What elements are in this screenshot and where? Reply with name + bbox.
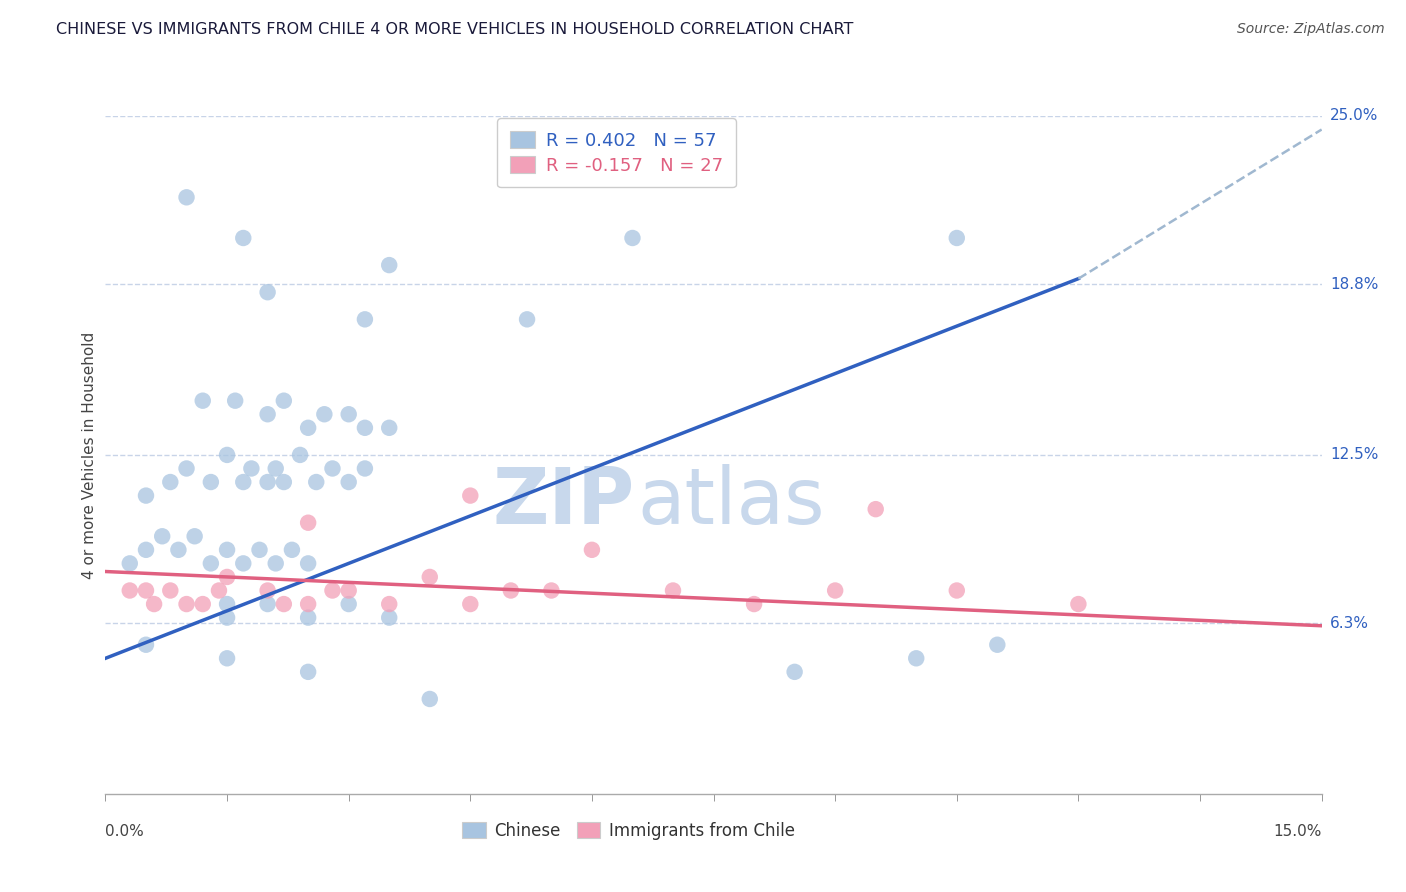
- Point: [135, 583, 157, 598]
- Point: [297, 597, 319, 611]
- Point: [232, 475, 254, 489]
- Point: [217, 597, 239, 611]
- Point: [191, 597, 214, 611]
- Point: [217, 610, 239, 624]
- Point: [314, 407, 336, 421]
- Point: [217, 542, 239, 557]
- Point: [273, 475, 295, 489]
- Point: [217, 570, 239, 584]
- Point: [281, 542, 304, 557]
- Point: [378, 597, 401, 611]
- Point: [232, 557, 254, 571]
- Text: 25.0%: 25.0%: [1330, 109, 1378, 123]
- Point: [905, 651, 928, 665]
- Point: [378, 258, 401, 272]
- Point: [419, 570, 441, 584]
- Point: [945, 583, 967, 598]
- Point: [200, 475, 222, 489]
- Point: [378, 610, 401, 624]
- Text: 6.3%: 6.3%: [1330, 615, 1369, 631]
- Point: [742, 597, 765, 611]
- Point: [232, 231, 254, 245]
- Point: [321, 461, 343, 475]
- Point: [337, 583, 360, 598]
- Point: [273, 597, 295, 611]
- Point: [354, 461, 377, 475]
- Point: [337, 407, 360, 421]
- Point: [297, 665, 319, 679]
- Point: [297, 557, 319, 571]
- Text: 18.8%: 18.8%: [1330, 277, 1378, 292]
- Point: [264, 461, 287, 475]
- Point: [540, 583, 562, 598]
- Point: [321, 583, 343, 598]
- Point: [176, 597, 198, 611]
- Point: [208, 583, 231, 598]
- Text: 12.5%: 12.5%: [1330, 448, 1378, 462]
- Point: [297, 610, 319, 624]
- Text: Source: ZipAtlas.com: Source: ZipAtlas.com: [1237, 22, 1385, 37]
- Y-axis label: 4 or more Vehicles in Household: 4 or more Vehicles in Household: [82, 331, 97, 579]
- Text: 0.0%: 0.0%: [105, 824, 145, 839]
- Point: [176, 461, 198, 475]
- Point: [256, 583, 278, 598]
- Point: [783, 665, 806, 679]
- Point: [183, 529, 205, 543]
- Point: [118, 557, 141, 571]
- Point: [305, 475, 328, 489]
- Point: [240, 461, 263, 475]
- Point: [135, 489, 157, 503]
- Text: CHINESE VS IMMIGRANTS FROM CHILE 4 OR MORE VEHICLES IN HOUSEHOLD CORRELATION CHA: CHINESE VS IMMIGRANTS FROM CHILE 4 OR MO…: [56, 22, 853, 37]
- Legend: Chinese, Immigrants from Chile: Chinese, Immigrants from Chile: [456, 815, 801, 847]
- Point: [581, 542, 603, 557]
- Point: [865, 502, 887, 516]
- Point: [224, 393, 246, 408]
- Point: [217, 651, 239, 665]
- Point: [297, 421, 319, 435]
- Point: [167, 542, 190, 557]
- Point: [378, 421, 401, 435]
- Point: [256, 407, 278, 421]
- Point: [135, 638, 157, 652]
- Point: [256, 475, 278, 489]
- Point: [986, 638, 1008, 652]
- Point: [354, 312, 377, 326]
- Point: [337, 475, 360, 489]
- Point: [150, 529, 173, 543]
- Point: [256, 285, 278, 300]
- Point: [945, 231, 967, 245]
- Point: [191, 393, 214, 408]
- Point: [354, 421, 377, 435]
- Point: [297, 516, 319, 530]
- Point: [176, 190, 198, 204]
- Point: [419, 692, 441, 706]
- Point: [256, 597, 278, 611]
- Point: [264, 557, 287, 571]
- Point: [458, 597, 481, 611]
- Point: [118, 583, 141, 598]
- Point: [1067, 597, 1090, 611]
- Point: [621, 231, 644, 245]
- Point: [143, 597, 166, 611]
- Point: [273, 393, 295, 408]
- Point: [458, 489, 481, 503]
- Point: [662, 583, 685, 598]
- Point: [217, 448, 239, 462]
- Point: [337, 597, 360, 611]
- Point: [249, 542, 271, 557]
- Text: ZIP: ZIP: [492, 465, 634, 541]
- Text: atlas: atlas: [637, 465, 824, 541]
- Point: [159, 475, 181, 489]
- Point: [135, 542, 157, 557]
- Point: [288, 448, 311, 462]
- Point: [824, 583, 846, 598]
- Text: 15.0%: 15.0%: [1274, 824, 1322, 839]
- Point: [516, 312, 538, 326]
- Point: [159, 583, 181, 598]
- Point: [499, 583, 522, 598]
- Point: [200, 557, 222, 571]
